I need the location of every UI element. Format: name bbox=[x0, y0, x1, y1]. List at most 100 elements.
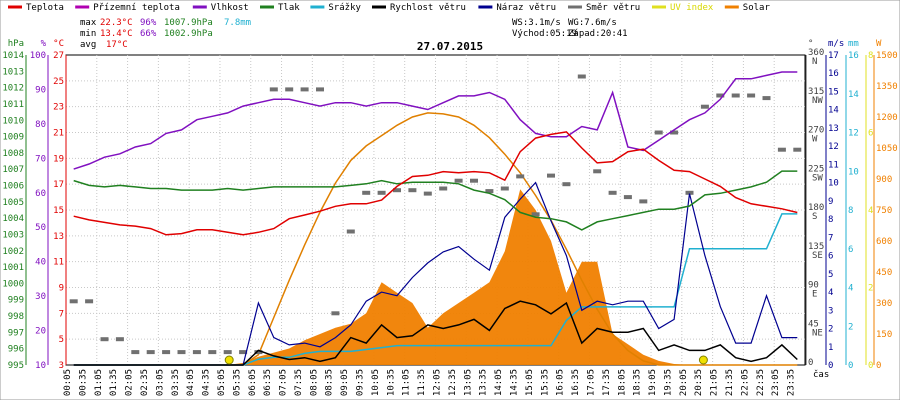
wind-direction-mark bbox=[146, 350, 155, 355]
axis-wind-speed-tick: 1 bbox=[828, 343, 833, 353]
axis-hpa-tick: 1011 bbox=[2, 100, 24, 110]
x-tick: 22:35 bbox=[756, 369, 766, 396]
axis-wind-speed-tick: 3 bbox=[828, 306, 833, 316]
x-tick: 21:35 bbox=[725, 369, 735, 396]
axis-solar-tick: 450 bbox=[876, 268, 892, 278]
stat-max-rain: 7.8mm bbox=[224, 18, 251, 28]
wind-direction-mark bbox=[408, 188, 417, 193]
axis-wind-speed-tick: 16 bbox=[828, 69, 839, 79]
wind-direction-mark bbox=[516, 174, 525, 179]
axis-temperature-tick: 5 bbox=[59, 335, 64, 345]
wind-direction-mark bbox=[100, 337, 109, 342]
x-tick: 07:35 bbox=[294, 369, 304, 396]
wind-direction-mark bbox=[485, 189, 494, 194]
stat-min-press: 1002.9hPa bbox=[164, 29, 213, 39]
wind-direction-mark bbox=[69, 299, 78, 304]
wind-direction-mark bbox=[300, 87, 309, 92]
wind-direction-mark bbox=[346, 229, 355, 234]
legend-label: Solar bbox=[743, 3, 771, 13]
plot-area bbox=[65, 54, 806, 366]
wind-direction-mark bbox=[362, 190, 371, 195]
stat-wg: WG:7.6m/s bbox=[568, 18, 617, 28]
wind-direction-mark bbox=[762, 96, 771, 101]
axis-temperature-tick: 25 bbox=[53, 77, 64, 87]
stat-ws: WS:3.1m/s bbox=[512, 18, 561, 28]
axis-wind-speed-tick: 13 bbox=[828, 124, 839, 134]
legend-label: Přízemní teplota bbox=[93, 3, 180, 13]
wind-direction-mark bbox=[562, 182, 571, 187]
axis-temperature-tick: 19 bbox=[53, 154, 64, 164]
x-tick: 19:05 bbox=[648, 369, 658, 396]
axis-hpa-tick: 1008 bbox=[2, 149, 24, 159]
axis-uv-tick: 2 bbox=[868, 284, 873, 294]
axis-wind-direction-tick: 135 bbox=[808, 242, 824, 252]
axis-temperature-tick: 9 bbox=[59, 284, 64, 294]
axis-wind-speed-tick: 5 bbox=[828, 270, 833, 280]
wind-direction-mark bbox=[747, 93, 756, 98]
axis-humidity-tick: 30 bbox=[35, 292, 46, 302]
axis-wind-direction-tick-dir: SW bbox=[812, 173, 823, 183]
axis-temperature-tick: 23 bbox=[53, 103, 64, 113]
axis-solar-tick: 1050 bbox=[876, 144, 898, 154]
wind-direction-mark bbox=[177, 350, 186, 355]
x-tick: 00:35 bbox=[78, 369, 88, 396]
axis-solar-tick: 900 bbox=[876, 175, 892, 185]
legend-label: Náraz větru bbox=[496, 3, 556, 13]
axis-rain-tick: 4 bbox=[848, 284, 853, 294]
x-tick: 12:35 bbox=[448, 369, 458, 396]
axis-wind-direction-tick: 180 bbox=[808, 203, 824, 213]
wind-direction-mark bbox=[162, 350, 171, 355]
wind-direction-mark bbox=[285, 87, 294, 92]
wind-direction-mark bbox=[654, 130, 663, 135]
x-tick: 10:35 bbox=[386, 369, 396, 396]
axis-rain-tick: 0 bbox=[848, 361, 853, 371]
wind-direction-mark bbox=[454, 178, 463, 183]
axis-uv-tick: 6 bbox=[868, 129, 873, 139]
axis-humidity-tick: 90 bbox=[35, 85, 46, 95]
axis-hpa-tick: 999 bbox=[8, 296, 24, 306]
x-tick: 09:35 bbox=[356, 369, 366, 396]
axis-hpa-tick: 1002 bbox=[2, 247, 24, 257]
axis-hpa-tick: 996 bbox=[8, 345, 24, 355]
x-tick: 14:35 bbox=[509, 369, 519, 396]
wind-direction-mark bbox=[531, 212, 540, 217]
wind-direction-mark bbox=[254, 350, 263, 355]
axis-hpa-tick: 1012 bbox=[2, 84, 24, 94]
x-tick: 09:05 bbox=[340, 369, 350, 396]
axis-temperature-tick: 3 bbox=[59, 361, 64, 371]
wind-direction-mark bbox=[608, 190, 617, 195]
axis-temperature-unit: °C bbox=[53, 39, 64, 49]
axis-temperature-tick: 27 bbox=[53, 51, 64, 61]
axis-rain-tick: 16 bbox=[848, 51, 859, 61]
legend: Teplota Přízemní teplota Vlhkost Tlak Srážky… bbox=[8, 3, 770, 13]
wind-direction-mark bbox=[269, 87, 278, 92]
wind-direction-mark bbox=[777, 147, 786, 152]
axis-humidity-tick: 10 bbox=[35, 361, 46, 371]
x-tick: 03:05 bbox=[155, 369, 165, 396]
wind-direction-mark bbox=[208, 350, 217, 355]
wind-direction-mark bbox=[793, 147, 802, 152]
axis-wind-speed-tick: 17 bbox=[828, 51, 839, 61]
x-tick: 01:05 bbox=[94, 369, 104, 396]
axis-uv-tick: 4 bbox=[868, 206, 873, 216]
axis-wind-speed-tick: 7 bbox=[828, 233, 833, 243]
sun-event-marker bbox=[698, 355, 708, 365]
legend-label: Směr větru bbox=[586, 3, 640, 13]
x-tick: 03:35 bbox=[171, 369, 181, 396]
axis-solar-tick: 1200 bbox=[876, 113, 898, 123]
x-tick: 20:05 bbox=[679, 369, 689, 396]
x-tick: 05:35 bbox=[232, 369, 242, 396]
axis-rain-tick: 10 bbox=[848, 167, 859, 177]
x-tick: 18:35 bbox=[633, 369, 643, 396]
x-tick: 16:05 bbox=[556, 369, 566, 396]
x-tick: 06:35 bbox=[263, 369, 273, 396]
axis-solar-tick: 150 bbox=[876, 330, 892, 340]
wind-direction-mark bbox=[115, 337, 124, 342]
x-tick: 22:05 bbox=[740, 369, 750, 396]
axis-rain-unit: mm bbox=[848, 39, 859, 49]
axis-hpa-tick: 997 bbox=[8, 328, 24, 338]
wind-direction-mark bbox=[547, 173, 555, 178]
axis-wind-direction-tick: 0 bbox=[808, 358, 813, 368]
axis-temperature-tick: 15 bbox=[53, 206, 64, 216]
